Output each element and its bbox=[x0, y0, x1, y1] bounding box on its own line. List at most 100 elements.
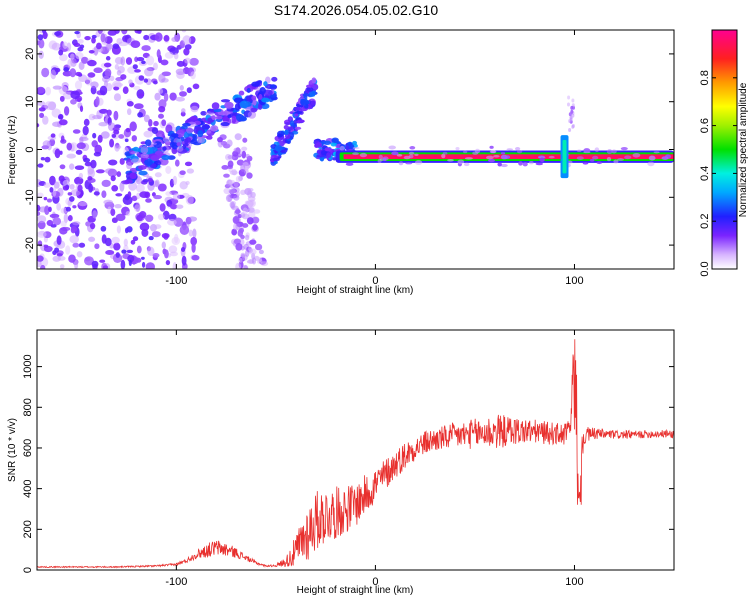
heatmap-noise-cell bbox=[235, 242, 243, 251]
heatmap-noise-cell bbox=[179, 225, 190, 235]
heatmap-band-cell bbox=[284, 129, 289, 135]
heatmap-noise-cell bbox=[223, 173, 230, 178]
snr-y-tick-label: 800 bbox=[22, 398, 34, 416]
heatmap-noise-cell bbox=[37, 220, 46, 230]
heatmap-noise-cell bbox=[391, 151, 399, 156]
heatmap-noise-cell bbox=[240, 164, 246, 172]
heatmap-noise-cell bbox=[462, 150, 468, 154]
heatmap-noise-cell bbox=[414, 153, 419, 156]
heatmap-band-cell bbox=[192, 134, 198, 141]
heatmap-noise-cell bbox=[91, 34, 97, 39]
heatmap-noise-cell bbox=[184, 57, 191, 64]
heatmap-noise-cell bbox=[388, 145, 396, 150]
heatmap-noise-cell bbox=[184, 161, 193, 167]
heatmap-noise-cell bbox=[56, 253, 63, 257]
heatmap-band-cell bbox=[126, 161, 133, 170]
heatmap-band-cell bbox=[283, 124, 289, 130]
heatmap-noise-cell bbox=[251, 257, 257, 265]
heatmap-noise-cell bbox=[104, 68, 112, 77]
heatmap-noise-cell bbox=[141, 60, 146, 65]
heatmap-noise-cell bbox=[570, 105, 574, 110]
heatmap-noise-cell bbox=[181, 108, 186, 114]
heatmap-noise-cell bbox=[137, 111, 143, 118]
heatmap-band-cell bbox=[176, 142, 182, 147]
heatmap-noise-cell bbox=[233, 181, 239, 188]
heatmap-band-cell bbox=[200, 110, 207, 116]
heatmap-noise-cell bbox=[241, 146, 248, 151]
heatmap-noise-cell bbox=[594, 147, 600, 152]
heatmap-noise-cell bbox=[396, 153, 403, 157]
heatmap-noise-cell bbox=[46, 219, 54, 227]
colorbar: 0.0 0.2 0.4 0.6 0.8 Normalized spectral ampl… bbox=[699, 29, 749, 277]
heatmap-noise-cell bbox=[67, 58, 73, 68]
snr-x-tick-label: 0 bbox=[372, 576, 378, 588]
heatmap-noise-cell bbox=[72, 242, 80, 248]
heatmap-noise-cell bbox=[54, 247, 60, 253]
heatmap-noise-cell bbox=[147, 246, 155, 256]
heatmap-noise-cell bbox=[485, 155, 494, 160]
colorbar-tick-label: 0.6 bbox=[699, 118, 711, 133]
heatmap-noise-cell bbox=[54, 31, 62, 36]
spectrogram-y-tick-label: 20 bbox=[24, 48, 36, 60]
heatmap-noise-cell bbox=[66, 153, 76, 159]
heatmap-noise-cell bbox=[116, 225, 122, 234]
heatmap-band-cell bbox=[261, 97, 270, 103]
heatmap-noise-cell bbox=[518, 161, 523, 166]
heatmap-noise-cell bbox=[409, 146, 416, 150]
heatmap-noise-cell bbox=[488, 158, 495, 163]
heatmap-noise-cell bbox=[405, 162, 413, 165]
heatmap-band-cell bbox=[124, 179, 133, 184]
heatmap-noise-cell bbox=[173, 217, 184, 227]
heatmap-noise-cell bbox=[72, 221, 81, 226]
heatmap-noise-cell bbox=[516, 149, 523, 154]
heatmap-band-cell bbox=[320, 150, 327, 156]
heatmap-noise-cell bbox=[79, 105, 84, 113]
heatmap-band-cell bbox=[294, 113, 299, 117]
heatmap-noise-cell bbox=[40, 264, 46, 269]
heatmap-noise-cell bbox=[69, 183, 75, 190]
heatmap-band-cell bbox=[316, 154, 324, 158]
heatmap-noise-cell bbox=[175, 204, 184, 209]
heatmap-noise-cell bbox=[66, 142, 73, 151]
heatmap-noise-cell bbox=[100, 131, 110, 139]
heatmap-band-cell bbox=[246, 88, 251, 93]
heatmap-noise-cell bbox=[611, 149, 617, 154]
heatmap-band-cell bbox=[308, 90, 316, 97]
heatmap-noise-cell bbox=[240, 189, 246, 196]
heatmap-noise-cell bbox=[179, 181, 188, 190]
heatmap-noise-cell bbox=[78, 136, 89, 142]
heatmap-noise-cell bbox=[107, 168, 118, 177]
spectrogram-heatmap bbox=[37, 30, 674, 269]
heatmap-noise-cell bbox=[122, 86, 129, 95]
heatmap-noise-cell bbox=[175, 68, 186, 76]
heatmap-noise-cell bbox=[131, 135, 137, 142]
heatmap-noise-cell bbox=[37, 215, 47, 223]
snr-x-tick-label: 100 bbox=[565, 576, 583, 588]
heatmap-noise-cell bbox=[100, 225, 107, 232]
heatmap-noise-cell bbox=[226, 139, 233, 147]
heatmap-noise-cell bbox=[70, 53, 75, 60]
heatmap-band-cell bbox=[296, 119, 305, 123]
heatmap-noise-cell bbox=[90, 81, 99, 89]
heatmap-noise-cell bbox=[37, 255, 44, 262]
heatmap-band-cell bbox=[184, 137, 192, 143]
heatmap-noise-cell bbox=[582, 162, 589, 165]
heatmap-noise-cell bbox=[128, 79, 133, 85]
heatmap-noise-cell bbox=[37, 204, 41, 212]
heatmap-band-cell bbox=[198, 136, 205, 144]
heatmap-noise-cell bbox=[119, 158, 125, 165]
heatmap-band-cell bbox=[263, 81, 268, 87]
heatmap-noise-cell bbox=[506, 148, 514, 151]
snr-y-tick-label: 0 bbox=[22, 567, 34, 573]
heatmap-noise-cell bbox=[217, 137, 223, 143]
heatmap-noise-cell bbox=[78, 61, 85, 70]
heatmap-noise-cell bbox=[37, 163, 44, 168]
heatmap-noise-cell bbox=[164, 51, 174, 59]
heatmap-noise-cell bbox=[169, 203, 178, 210]
heatmap-noise-cell bbox=[59, 53, 68, 62]
page-title: S174.2026.054.05.02.G10 bbox=[273, 2, 439, 18]
heatmap-noise-cell bbox=[132, 64, 138, 70]
heatmap-band-cell bbox=[270, 84, 276, 89]
heatmap-noise-cell bbox=[500, 152, 506, 155]
